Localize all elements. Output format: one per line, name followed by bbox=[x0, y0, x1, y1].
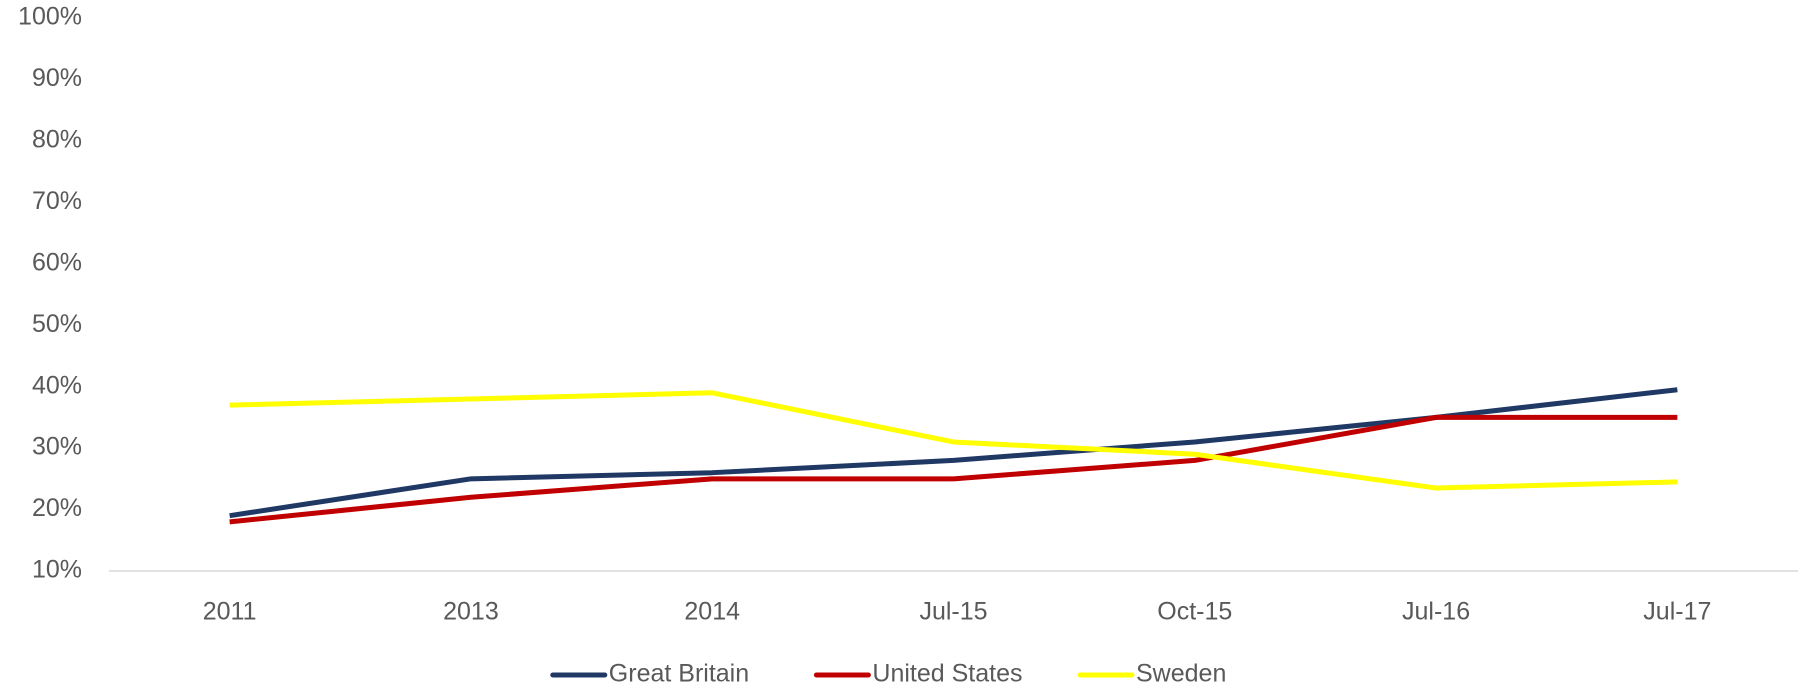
y-tick-label: 60% bbox=[32, 248, 82, 276]
series-line bbox=[229, 390, 1678, 491]
x-tick-label: Jul-17 bbox=[1643, 598, 1711, 626]
y-tick-label: 50% bbox=[32, 310, 82, 338]
legend-label: Sweden bbox=[1136, 660, 1226, 688]
x-tick-label: Jul-15 bbox=[919, 598, 987, 626]
y-tick-label: 10% bbox=[32, 556, 82, 584]
series-line bbox=[229, 387, 1678, 519]
x-tick-label: 2013 bbox=[443, 598, 499, 626]
y-tick-label: 20% bbox=[32, 494, 82, 522]
x-tick-label: Jul-16 bbox=[1402, 598, 1470, 626]
y-tick-label: 70% bbox=[32, 187, 82, 215]
x-tick-label: 2011 bbox=[203, 598, 257, 626]
series-line bbox=[229, 414, 1678, 525]
y-tick-label: 80% bbox=[32, 125, 82, 153]
y-tick-label: 40% bbox=[32, 371, 82, 399]
y-tick-label: 30% bbox=[32, 433, 82, 461]
x-tick-label: 2014 bbox=[684, 598, 740, 626]
y-tick-label: 100% bbox=[18, 3, 82, 31]
y-tick-label: 90% bbox=[32, 64, 82, 92]
legend-label: United States bbox=[872, 660, 1022, 688]
x-tick-label: Oct-15 bbox=[1157, 598, 1232, 626]
legend-label: Great Britain bbox=[609, 660, 749, 688]
